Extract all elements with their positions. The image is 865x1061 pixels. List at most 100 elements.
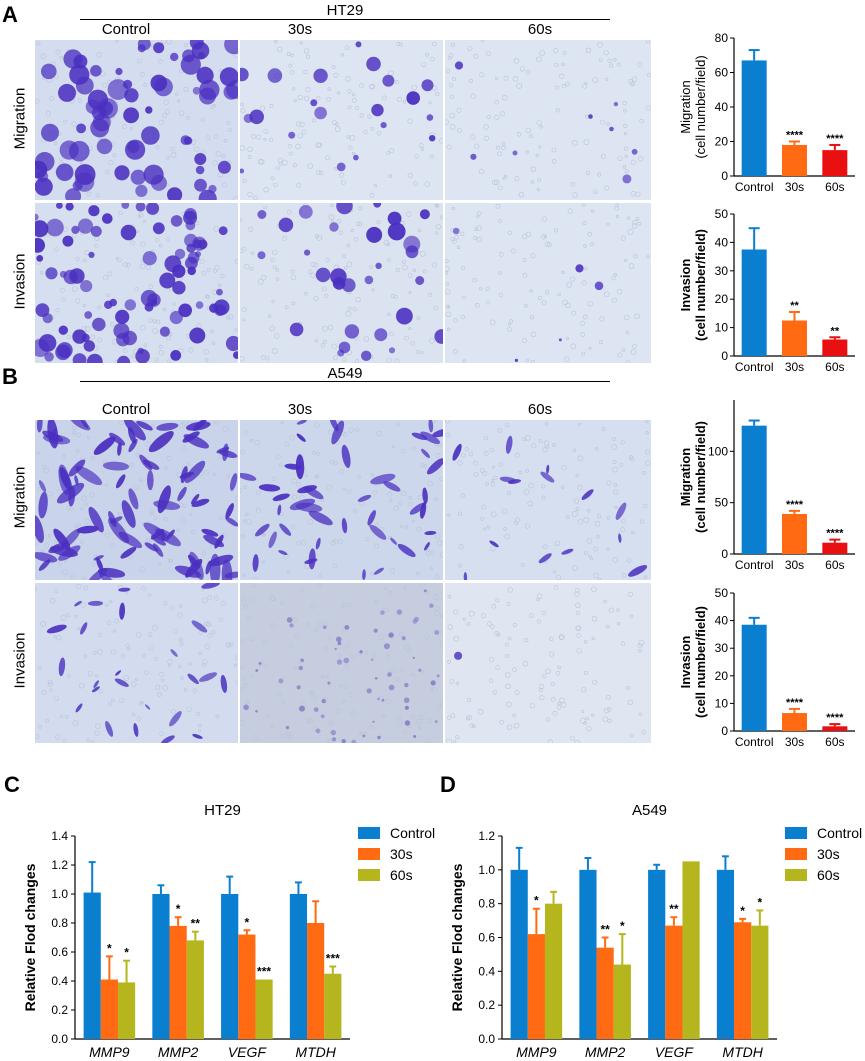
bar (613, 964, 631, 1039)
row-label-invasion-b: Invasion (11, 632, 29, 689)
bar (751, 925, 769, 1039)
significance-mark: * (124, 946, 129, 960)
significance-mark: ** (600, 923, 610, 937)
significance-mark: **** (826, 528, 844, 540)
legend-swatch (785, 848, 807, 860)
y-tick-label: 0 (721, 724, 728, 738)
column-label-30s-a: 30s (287, 21, 313, 38)
x-tick-label: 30s (785, 735, 804, 749)
bar (100, 979, 118, 1039)
significance-mark: *** (326, 952, 340, 966)
x-tick-label: VEGF (228, 1044, 268, 1060)
legend-swatch (358, 848, 380, 860)
bar (741, 249, 767, 356)
y-tick-label: 10 (715, 321, 729, 335)
bar (741, 425, 767, 554)
y-tick-label: 10 (715, 696, 729, 710)
bar (716, 869, 735, 1039)
micrograph-b-migration-30s (240, 420, 443, 580)
x-tick-label: 30s (785, 360, 804, 374)
column-label-30s-b: 30s (287, 401, 313, 418)
panel-letter-d: D (440, 772, 456, 797)
y-axis-label: Migration(cell number/field) (678, 55, 708, 158)
y-tick-label: 30 (715, 264, 729, 278)
x-tick-label: 30s (785, 558, 804, 572)
y-tick-label: 1.4 (51, 829, 68, 843)
y-tick-label: 0 (721, 349, 728, 363)
bar (255, 979, 273, 1039)
significance-mark: * (757, 895, 762, 909)
bar (741, 624, 767, 731)
bar (822, 150, 848, 176)
y-tick-label: 0.8 (51, 916, 68, 930)
y-tick-label: 50 (715, 586, 729, 600)
bar (781, 513, 808, 554)
bar (289, 894, 308, 1039)
bar (186, 940, 204, 1039)
legend-label: Control (390, 825, 435, 841)
column-label-60s-a: 60s (527, 21, 553, 38)
chart-b-invasion: 0 10 20 30 40 50 Invasion(cell number/field) Co… (678, 586, 855, 749)
y-tick-label: 0 (721, 547, 728, 561)
bar (152, 894, 170, 1039)
legend-label: Control (817, 825, 862, 841)
bar (510, 869, 528, 1039)
x-tick-label: VEGF (655, 1044, 695, 1060)
chart-d-a549: A549 0.0 0.2 0.4 0.6 0.8 1.0 1.2 Relative Flod c… (449, 802, 862, 1060)
y-tick-label: 0.6 (51, 945, 68, 959)
significance-mark: ** (191, 917, 201, 931)
significance-mark: * (620, 919, 625, 933)
bar (169, 925, 187, 1039)
y-tick-label: 100 (708, 444, 728, 458)
bar (781, 320, 808, 356)
y-axis-label-line: Invasion (678, 636, 693, 689)
x-tick-label: 60s (825, 360, 844, 374)
y-axis-label: Invasion(cell number/field) (678, 229, 708, 341)
legend-label: 60s (390, 867, 413, 883)
bar (822, 542, 848, 554)
y-tick-label: 40 (715, 100, 729, 114)
bar (734, 922, 752, 1039)
x-tick-label: Control (735, 735, 774, 749)
significance-mark: **** (786, 130, 804, 142)
bar (741, 60, 767, 176)
legend-label: 60s (817, 867, 840, 883)
y-tick-label: 1.2 (51, 858, 68, 872)
legend-label: 30s (817, 846, 840, 862)
bar (781, 713, 808, 731)
panel-letter-a: A (2, 2, 18, 27)
bar (238, 934, 256, 1039)
bar (822, 339, 848, 356)
legend-label: 30s (390, 846, 413, 862)
y-tick-label: 60 (715, 66, 729, 80)
micrograph-b-invasion-30s (240, 583, 443, 743)
significance-mark: ** (831, 325, 840, 337)
panel-letter-c: C (4, 772, 20, 797)
row-label-migration-a: Migration (11, 87, 29, 150)
y-tick-label: 30 (715, 641, 729, 655)
y-axis-label: Relative Flod changes (449, 863, 465, 1011)
significance-mark: ** (790, 300, 799, 312)
x-tick-label: MMP2 (585, 1044, 626, 1060)
x-tick-label: MMP2 (158, 1044, 199, 1060)
chart-title: HT29 (204, 802, 241, 819)
y-axis-label-line: (cell number/field) (693, 55, 708, 158)
bar (648, 869, 666, 1039)
legend-swatch (358, 869, 380, 881)
row-label-migration-b: Migration (11, 466, 29, 529)
y-tick-label: 0.4 (478, 964, 495, 978)
header-rule-a (80, 19, 610, 20)
y-axis-label: Invasion(cell number/field) (678, 606, 708, 718)
y-axis-label: Migration(cell number/field) (678, 421, 708, 533)
bar (665, 925, 683, 1039)
micrograph-b-migration-60s (445, 420, 651, 580)
significance-mark: **** (826, 712, 844, 724)
y-tick-label: 80 (715, 31, 729, 45)
x-tick-label: MMP9 (516, 1044, 557, 1060)
micrograph-b-invasion-control (35, 583, 238, 743)
bar (307, 923, 325, 1039)
y-tick-label: 0.0 (51, 1032, 68, 1046)
y-tick-label: 0.2 (51, 1003, 68, 1017)
significance-mark: * (740, 904, 745, 918)
x-tick-label: Control (735, 360, 774, 374)
